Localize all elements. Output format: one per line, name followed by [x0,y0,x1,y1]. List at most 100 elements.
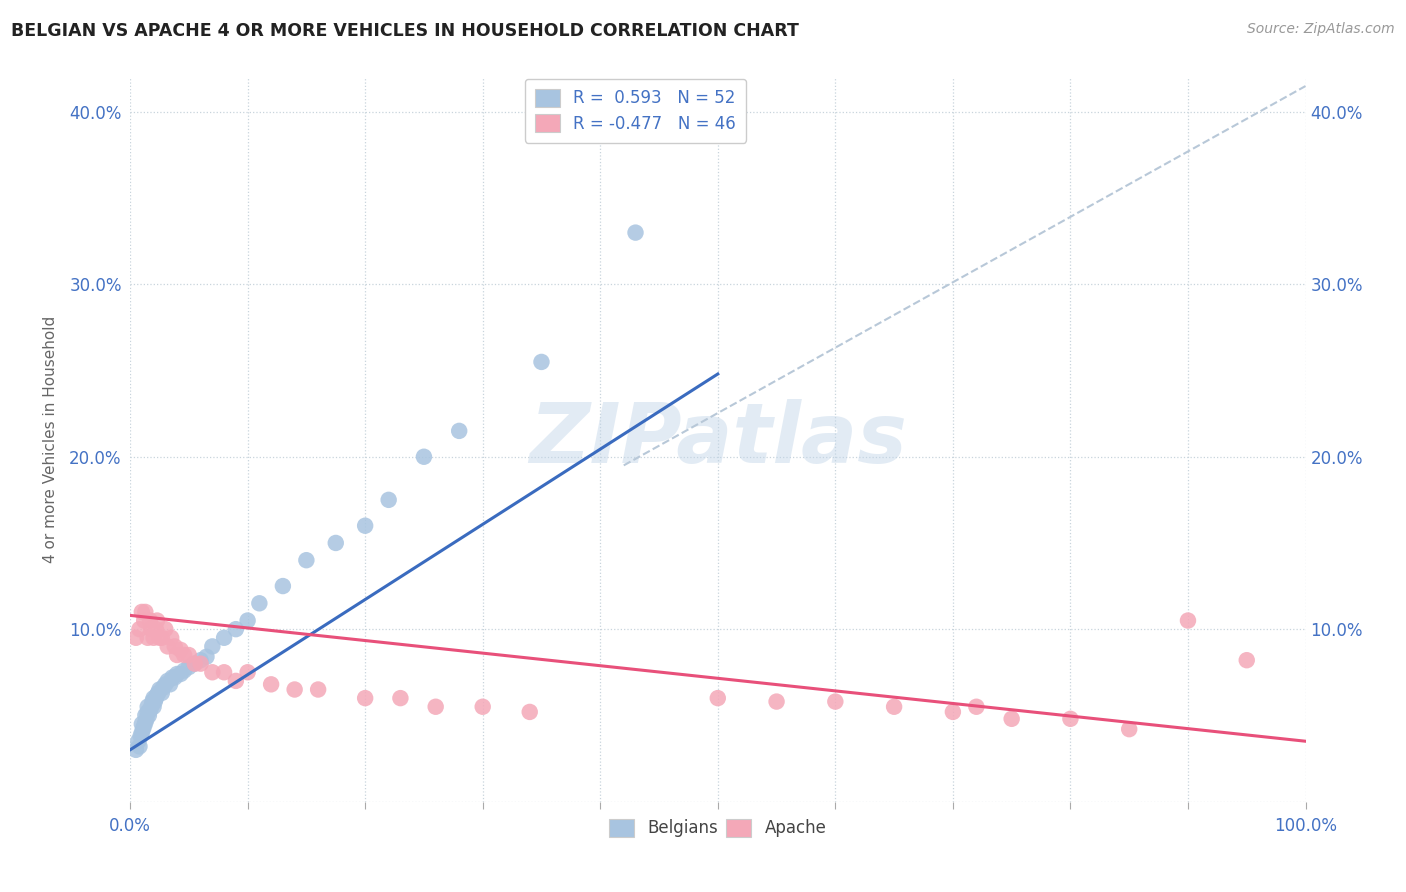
Point [183,657,205,671]
Point [295,553,318,567]
Point [166,648,188,662]
Point [145,622,167,636]
Point [183,657,205,671]
Point [127,734,149,748]
Point [260,677,283,691]
Point [128,739,150,754]
Point [163,640,186,654]
Point [129,729,152,743]
Point [354,691,377,706]
Point [707,691,730,706]
Text: ZIPatlas: ZIPatlas [529,399,907,480]
Point [236,614,259,628]
Point [131,725,153,739]
Point [143,695,166,709]
Point [156,673,179,688]
Point [169,643,191,657]
Point [225,622,247,636]
Point [1001,712,1024,726]
Point [177,648,200,662]
Point [135,712,157,726]
Point [354,518,377,533]
Point [271,579,294,593]
Point [131,605,153,619]
Point [142,631,165,645]
Point [1236,653,1258,667]
Point [225,673,247,688]
Point [125,631,148,645]
Point [177,660,200,674]
Point [134,614,156,628]
Point [169,667,191,681]
Point [173,648,195,662]
Text: Source: ZipAtlas.com: Source: ZipAtlas.com [1247,22,1395,37]
Point [247,596,270,610]
Point [449,424,471,438]
Point [425,699,447,714]
Point [201,665,224,680]
Point [160,631,183,645]
Point [150,686,173,700]
Y-axis label: 4 or more Vehicles in Household: 4 or more Vehicles in Household [44,316,58,563]
Point [162,670,184,684]
Text: BELGIAN VS APACHE 4 OR MORE VEHICLES IN HOUSEHOLD CORRELATION CHART: BELGIAN VS APACHE 4 OR MORE VEHICLES IN … [11,22,799,40]
Point [307,682,329,697]
Point [155,622,177,636]
Point [125,743,148,757]
Point [152,681,174,695]
Point [155,677,177,691]
Point [236,665,259,680]
Point [765,695,787,709]
Point [136,631,159,645]
Point [150,631,173,645]
Point [134,715,156,730]
Point [190,657,212,671]
Point [965,699,987,714]
Point [530,355,553,369]
Point [389,691,412,706]
Point [145,691,167,706]
Point [146,688,169,702]
Point [156,640,179,654]
Point [1059,712,1081,726]
Point [148,631,170,645]
Point [284,682,307,697]
Point [159,677,181,691]
Point [166,667,188,681]
Point [942,705,965,719]
Point [1118,722,1140,736]
Point [883,699,905,714]
Point [325,536,347,550]
Point [136,699,159,714]
Point [212,665,235,680]
Point [141,695,163,709]
Point [131,717,153,731]
Point [132,722,155,736]
Legend: Belgians, Apache: Belgians, Apache [602,812,834,844]
Point [134,605,156,619]
Point [134,719,156,733]
Point [141,622,163,636]
Point [134,708,156,723]
Point [139,703,162,717]
Point [141,699,163,714]
Point [173,664,195,678]
Point [146,614,169,628]
Point [163,670,186,684]
Point [136,705,159,719]
Point [128,622,150,636]
Point [138,708,160,723]
Point [624,226,647,240]
Point [824,695,846,709]
Point [195,649,218,664]
Point [519,705,541,719]
Point [190,653,212,667]
Point [148,682,170,697]
Point [139,614,162,628]
Point [413,450,436,464]
Point [148,686,170,700]
Point [201,640,224,654]
Point [1177,614,1199,628]
Point [212,631,235,645]
Point [471,699,494,714]
